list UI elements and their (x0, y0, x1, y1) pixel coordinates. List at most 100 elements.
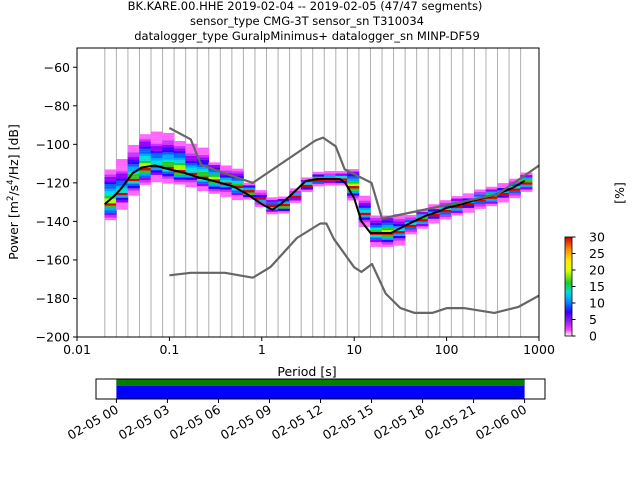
psd-bin (104, 193, 117, 197)
psd-bin (139, 172, 152, 176)
psd-bin (347, 185, 360, 189)
psd-bin (370, 217, 383, 221)
y-tick-label: −200 (36, 330, 70, 345)
psd-bin (139, 151, 152, 154)
psd-bin (474, 199, 487, 202)
psd-bin (104, 203, 117, 206)
psd-bin (358, 195, 371, 199)
psd-bin (370, 220, 383, 223)
noise-model-upper-line (168, 127, 539, 220)
psd-bin (139, 170, 152, 173)
psd-bin (427, 218, 441, 222)
psd-bin (393, 238, 406, 241)
psd-bin (462, 210, 475, 213)
psd-bin (104, 179, 117, 182)
noise-model-lower-line (169, 222, 539, 314)
psd-bin (185, 177, 198, 180)
psd-bin (520, 179, 533, 183)
plot-background (77, 48, 539, 337)
y-axis-label-part: /Hz] [dB] (6, 124, 21, 179)
psd-bin (220, 191, 233, 195)
y-tick-label: −120 (36, 175, 70, 190)
psd-bin (150, 167, 163, 171)
psd-bin (266, 202, 279, 205)
psd-bin (289, 195, 302, 199)
psd-bin (127, 154, 140, 158)
psd-bin (243, 182, 256, 186)
psd-bin (173, 162, 186, 166)
psd-bin (231, 192, 244, 196)
psd-bin (116, 197, 129, 201)
psd-bin (208, 188, 221, 192)
psd-bin (162, 149, 175, 153)
psd-bin (173, 143, 186, 146)
psd-lines (104, 127, 539, 314)
psd-bin (185, 158, 198, 161)
psd-bin (150, 158, 163, 161)
psd-bin (462, 203, 475, 206)
psd-bin (173, 157, 186, 161)
psd-bin (277, 206, 290, 209)
psd-bin (116, 187, 129, 191)
psd-bin (127, 173, 140, 177)
x-tick-label: 100 (435, 342, 459, 357)
psd-bin (150, 133, 163, 137)
psd-bin (370, 225, 383, 228)
psd-bin (404, 229, 417, 232)
psd-bin (485, 186, 498, 190)
psd-bin (312, 183, 325, 187)
y-tick-label: −60 (44, 60, 70, 75)
psd-bin (139, 143, 152, 147)
psd-bin (335, 173, 348, 176)
psd-bin (196, 162, 210, 165)
psd-bin (277, 196, 290, 200)
psd-bin (358, 200, 371, 204)
psd-bin (312, 179, 325, 182)
psd-bin (162, 147, 175, 150)
psd-bin (139, 136, 152, 140)
psd-bin (185, 150, 198, 154)
psd-bin (116, 180, 129, 184)
psd-bin (381, 225, 394, 228)
psd-bin (116, 171, 129, 174)
psd-bin (520, 177, 533, 180)
psd-plot: 0.01 0.1 1 10 100 1000 −200 −180 −160 −140 −120 −1… (6, 47, 555, 379)
psd-bin (231, 190, 244, 193)
psd-bin (312, 176, 325, 180)
timeline-tick-label: 02-06 00 (473, 402, 529, 443)
psd-bin (485, 203, 498, 207)
psd-bin (520, 182, 533, 185)
colorbar-tick-label: 25 (589, 246, 605, 261)
psd-bin (462, 193, 475, 196)
psd-bin (416, 223, 429, 227)
psd-bin (439, 209, 452, 213)
psd-bin (231, 173, 244, 177)
psd-bin (393, 221, 406, 224)
psd-bin (162, 159, 175, 162)
chart-title-line-1: BK.KARE.00.HHE 2019-02-04 -- 2019-02-05 … (128, 0, 483, 13)
psd-bin (243, 185, 256, 188)
psd-bin (150, 155, 163, 159)
psd-bin (404, 217, 417, 220)
y-tick-label: −160 (36, 252, 70, 267)
psd-bin (150, 131, 163, 135)
psd-bin (451, 198, 464, 202)
psd-bin (347, 173, 360, 177)
timeline-tick-label: 02-05 18 (371, 402, 427, 443)
psd-bin (451, 196, 464, 199)
psd-bin (439, 202, 452, 206)
psd-bin (393, 240, 406, 244)
psd-bin (196, 188, 210, 192)
psd-bin (485, 198, 498, 202)
psd-bin (185, 153, 198, 156)
psd-bin (231, 197, 244, 201)
x-tick-label: 1 (258, 342, 266, 357)
x-tick-label: 0.1 (159, 342, 179, 357)
psd-bin (104, 181, 117, 185)
psd-bin (358, 198, 371, 201)
psd-bin (462, 195, 475, 199)
psd-bin (173, 145, 186, 149)
y-tick-label: −180 (36, 291, 70, 306)
psd-bin (416, 219, 429, 222)
psd-bin (416, 211, 429, 215)
